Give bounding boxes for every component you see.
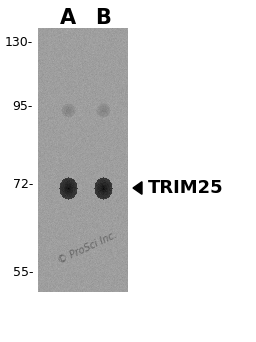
Text: TRIM25: TRIM25: [148, 179, 224, 197]
Text: B: B: [95, 8, 111, 28]
Text: A: A: [60, 8, 76, 28]
Text: 130-: 130-: [5, 36, 33, 49]
Text: 95-: 95-: [13, 101, 33, 114]
Text: © ProSci Inc.: © ProSci Inc.: [57, 230, 119, 266]
Polygon shape: [133, 182, 142, 194]
Text: 72-: 72-: [13, 179, 33, 192]
Text: 55-: 55-: [13, 265, 33, 278]
